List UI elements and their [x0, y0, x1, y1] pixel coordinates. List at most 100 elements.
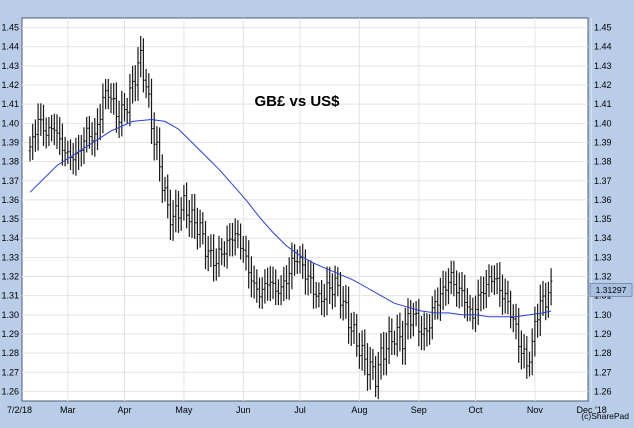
y-tick-label-right: 1.30 — [594, 310, 612, 320]
price-bar — [317, 282, 321, 308]
price-bar — [255, 269, 259, 303]
price-bar — [263, 269, 267, 304]
price-bar — [177, 191, 180, 233]
price-bar — [525, 336, 529, 379]
price-bar — [352, 311, 356, 344]
price-bar — [298, 246, 302, 274]
price-bar — [476, 279, 480, 325]
y-tick-label-right: 1.38 — [594, 157, 612, 167]
price-bar — [374, 356, 377, 398]
price-bar — [128, 74, 132, 127]
price-bar — [233, 218, 237, 256]
price-bar — [366, 343, 369, 391]
last-price-label: 1.31297 — [596, 285, 627, 295]
price-bar — [252, 265, 256, 299]
price-bar — [193, 193, 196, 239]
price-bar — [468, 294, 472, 322]
price-bar — [136, 47, 140, 101]
price-bar — [390, 318, 394, 355]
price-bar — [385, 332, 388, 376]
price-bar — [433, 289, 437, 320]
price-bar — [258, 277, 261, 309]
price-bar — [134, 65, 137, 102]
price-bar — [98, 103, 102, 141]
x-tick-label: Sep — [411, 405, 427, 415]
price-bar — [107, 78, 110, 110]
price-bar — [228, 223, 232, 257]
price-bar — [36, 103, 40, 151]
y-tick-label-left: 1.41 — [1, 99, 19, 109]
price-bar — [363, 329, 367, 376]
price-bar — [339, 271, 342, 319]
price-bar — [539, 284, 542, 337]
y-tick-label-left: 1.45 — [1, 23, 19, 33]
price-bar — [414, 300, 418, 327]
price-bar — [169, 189, 172, 241]
price-bar — [142, 38, 145, 93]
price-bar — [123, 92, 126, 122]
price-bar — [344, 285, 348, 319]
price-bar — [131, 65, 134, 104]
price-bar — [444, 271, 448, 306]
price-bar — [88, 116, 91, 149]
price-bar — [439, 277, 442, 321]
price-bar — [231, 222, 234, 257]
price-bar — [358, 332, 361, 369]
price-bar — [112, 82, 115, 115]
price-bar — [50, 114, 53, 142]
x-tick-label: May — [175, 405, 193, 415]
plot-area — [21, 17, 589, 402]
price-bar — [455, 270, 458, 307]
price-bar — [109, 83, 113, 114]
gridlines — [22, 18, 593, 401]
price-bar — [55, 114, 59, 150]
price-bar — [460, 271, 464, 307]
price-bar — [236, 220, 240, 249]
y-tick-label-right: 1.27 — [594, 367, 612, 377]
price-bar — [212, 234, 215, 282]
price-bar — [104, 79, 107, 110]
price-bar — [301, 243, 304, 279]
price-bar — [101, 83, 105, 134]
y-tick-label-left: 1.40 — [1, 118, 19, 128]
price-bar — [420, 315, 423, 351]
y-tick-label-left: 1.31 — [1, 291, 19, 301]
price-bar — [422, 312, 426, 351]
price-bar — [147, 73, 151, 108]
price-bar — [53, 113, 56, 146]
x-tick-label: Dec '18 — [576, 405, 606, 415]
price-bar — [528, 351, 531, 377]
x-tick-label: Jul — [294, 405, 306, 415]
price-bar — [171, 200, 175, 241]
price-bar — [436, 287, 439, 320]
price-bar — [115, 82, 118, 133]
y-tick-label-right: 1.33 — [594, 252, 612, 262]
price-bar — [479, 276, 483, 312]
price-bar — [58, 116, 61, 156]
price-bar — [63, 136, 67, 167]
price-bar — [425, 313, 429, 347]
price-bar — [282, 266, 286, 302]
y-tick-label-left: 1.30 — [1, 310, 19, 320]
price-bar — [31, 123, 34, 160]
price-bar — [463, 274, 466, 319]
price-bar — [487, 264, 491, 297]
price-bar — [458, 272, 461, 309]
price-bar — [498, 262, 502, 307]
y-tick-label-right: 1.29 — [594, 329, 612, 339]
price-bar — [242, 236, 245, 263]
price-bar — [161, 154, 164, 203]
price-bar — [201, 212, 205, 245]
price-bar — [347, 286, 350, 344]
price-bar — [522, 334, 526, 369]
y-axis-right-labels: 1.261.271.281.291.301.311.321.331.341.35… — [594, 23, 612, 397]
price-bar — [544, 282, 547, 321]
price-bar — [323, 283, 326, 317]
price-bar — [96, 108, 99, 151]
price-bar — [520, 330, 523, 370]
price-bar — [188, 200, 191, 237]
price-bar — [514, 303, 518, 340]
y-tick-label-left: 1.29 — [1, 329, 19, 339]
